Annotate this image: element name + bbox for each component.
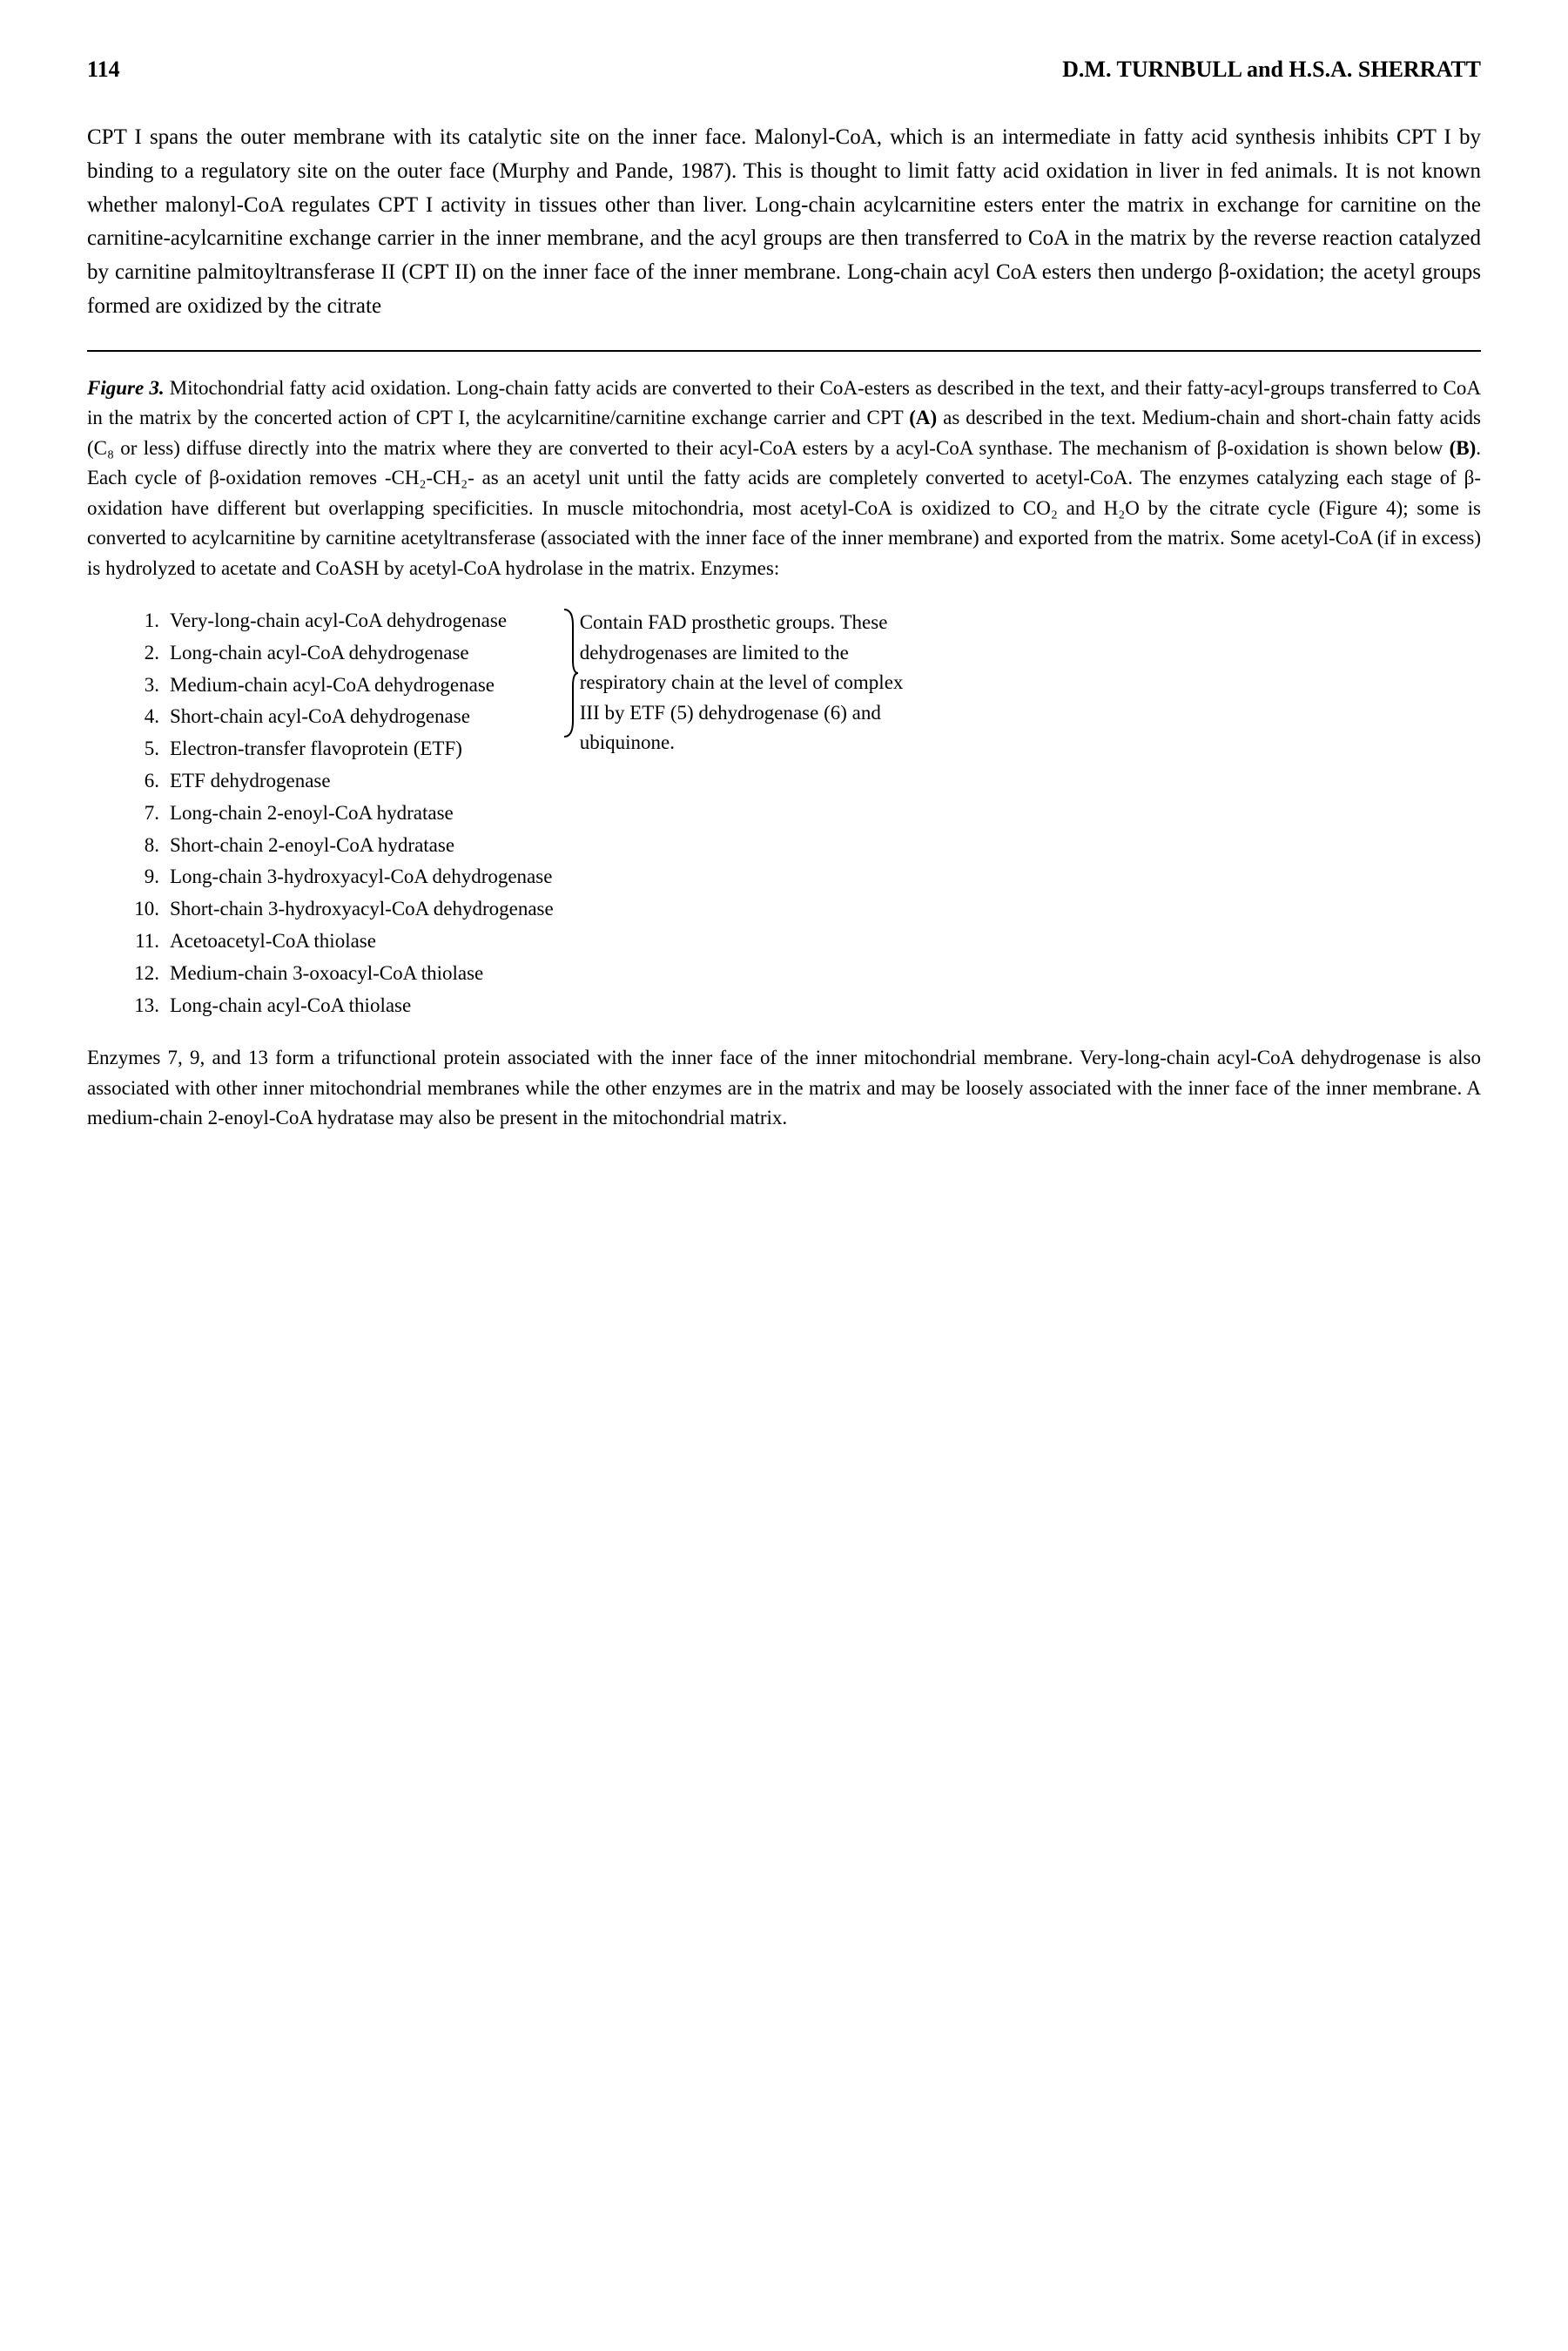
item-name: Electron-transfer flavoprotein (ETF) (170, 733, 462, 765)
caption-bold-a: (A) (909, 407, 937, 428)
item-name: ETF dehydrogenase (170, 765, 331, 798)
side-note: Contain FAD prosthetic groups. These deh… (580, 608, 928, 758)
item-name: Acetoacetyl-CoA thiolase (170, 926, 376, 958)
item-number: 1. (131, 605, 170, 637)
body-paragraph: CPT I spans the outer membrane with its … (87, 121, 1481, 324)
item-name: Medium-chain acyl-CoA dehydrogenase (170, 670, 495, 702)
list-item: 6.ETF dehydrogenase (131, 765, 554, 798)
item-number: 11. (131, 926, 170, 958)
item-number: 5. (131, 733, 170, 765)
item-name: Medium-chain 3-oxoacyl-CoA thiolase (170, 958, 483, 990)
item-number: 10. (131, 893, 170, 926)
enzyme-list: 1.Very-long-chain acyl-CoA dehydrogenase… (87, 605, 554, 1021)
enzyme-section: 1.Very-long-chain acyl-CoA dehydrogenase… (87, 605, 1481, 1021)
brace-icon (562, 608, 580, 738)
horizontal-rule (87, 350, 1481, 352)
item-number: 6. (131, 765, 170, 798)
item-name: Long-chain 3-hydroxyacyl-CoA dehydrogena… (170, 861, 552, 893)
item-name: Very-long-chain acyl-CoA dehydrogenase (170, 605, 507, 637)
page-number: 114 (87, 52, 120, 86)
item-number: 3. (131, 670, 170, 702)
item-number: 12. (131, 958, 170, 990)
list-item: 2.Long-chain acyl-CoA dehydrogenase (131, 637, 554, 670)
list-item: 13.Long-chain acyl-CoA thiolase (131, 990, 554, 1022)
item-name: Short-chain acyl-CoA dehydrogenase (170, 701, 470, 733)
item-number: 4. (131, 701, 170, 733)
list-item: 3.Medium-chain acyl-CoA dehydrogenase (131, 670, 554, 702)
list-item: 12.Medium-chain 3-oxoacyl-CoA thiolase (131, 958, 554, 990)
list-item: 11.Acetoacetyl-CoA thiolase (131, 926, 554, 958)
figure-label: Figure 3. (87, 377, 165, 399)
list-item: 10.Short-chain 3-hydroxyacyl-CoA dehydro… (131, 893, 554, 926)
item-name: Long-chain acyl-CoA thiolase (170, 990, 411, 1022)
item-number: 2. (131, 637, 170, 670)
list-item: 8.Short-chain 2-enoyl-CoA hydratase (131, 830, 554, 862)
list-item: 5.Electron-transfer flavoprotein (ETF) (131, 733, 554, 765)
item-name: Long-chain acyl-CoA dehydrogenase (170, 637, 469, 670)
side-note-wrapper: Contain FAD prosthetic groups. These deh… (562, 605, 928, 758)
item-number: 13. (131, 990, 170, 1022)
authors: D.M. TURNBULL and H.S.A. SHERRATT (1062, 52, 1481, 86)
figure-caption: Figure 3. Mitochondrial fatty acid oxida… (87, 374, 1481, 584)
list-item: 4.Short-chain acyl-CoA dehydrogenase (131, 701, 554, 733)
item-name: Long-chain 2-enoyl-CoA hydratase (170, 798, 454, 830)
item-number: 8. (131, 830, 170, 862)
item-number: 9. (131, 861, 170, 893)
list-item: 7.Long-chain 2-enoyl-CoA hydratase (131, 798, 554, 830)
page-header: 114 D.M. TURNBULL and H.S.A. SHERRATT (87, 52, 1481, 86)
item-number: 7. (131, 798, 170, 830)
item-name: Short-chain 2-enoyl-CoA hydratase (170, 830, 454, 862)
list-item: 1.Very-long-chain acyl-CoA dehydrogenase (131, 605, 554, 637)
list-item: 9.Long-chain 3-hydroxyacyl-CoA dehydroge… (131, 861, 554, 893)
item-name: Short-chain 3-hydroxyacyl-CoA dehydrogen… (170, 893, 554, 926)
final-paragraph: Enzymes 7, 9, and 13 form a trifunctiona… (87, 1043, 1481, 1134)
caption-bold-b: (B) (1450, 437, 1477, 459)
